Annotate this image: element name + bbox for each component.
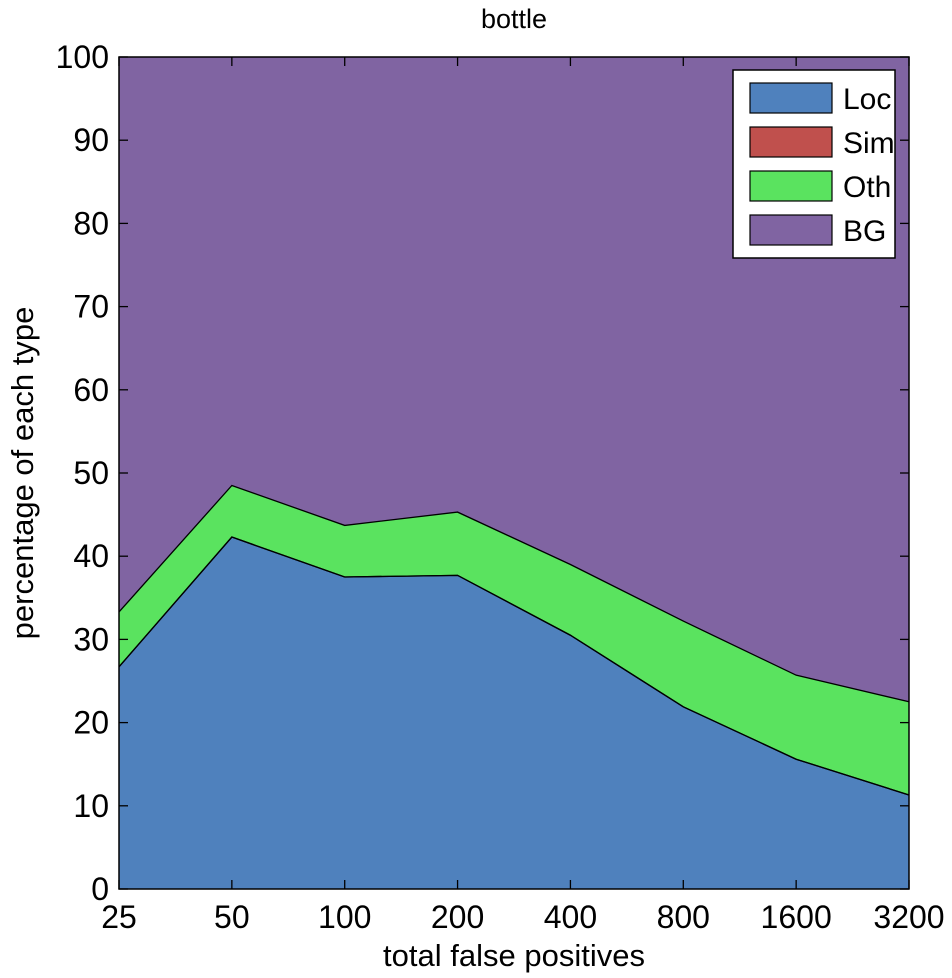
y-tick-label: 0 <box>91 871 109 907</box>
legend-swatch-loc <box>749 82 833 114</box>
chart-title: bottle <box>481 4 547 34</box>
area-loc <box>119 537 909 889</box>
legend-label-sim: Sim <box>843 127 895 160</box>
area-oth <box>119 485 909 795</box>
y-tick-label: 20 <box>73 705 109 741</box>
plot-areas <box>119 57 909 889</box>
series-boundary-lines <box>118 484 910 796</box>
x-tick-label: 25 <box>101 899 137 935</box>
x-axis-label: total false positives <box>383 938 645 973</box>
x-tick-label: 400 <box>544 899 597 935</box>
y-tick-label: 100 <box>56 39 109 75</box>
legend-label-bg: BG <box>843 215 886 248</box>
y-tick-label: 50 <box>73 455 109 491</box>
legend-swatch-sim <box>749 126 833 158</box>
x-tick-label: 3200 <box>873 899 944 935</box>
x-tick-label: 200 <box>431 899 484 935</box>
x-axis: 25 50 100 200 400 800 1600 3200 <box>101 57 945 935</box>
legend-label-loc: Loc <box>843 83 891 116</box>
y-tick-label: 30 <box>73 621 109 657</box>
legend-swatch-bg <box>749 214 833 246</box>
legend-swatch-oth <box>749 170 833 202</box>
legend-label-oth: Oth <box>843 171 891 204</box>
legend: Loc Sim Oth BG <box>732 69 896 259</box>
y-axis-label: percentage of each type <box>5 307 40 640</box>
area-bg <box>119 57 909 702</box>
x-tick-label: 800 <box>657 899 710 935</box>
x-tick-label: 100 <box>318 899 371 935</box>
y-tick-label: 60 <box>73 372 109 408</box>
boundary-line-sim <box>118 536 910 796</box>
y-tick-label: 40 <box>73 538 109 574</box>
y-tick-label: 80 <box>73 205 109 241</box>
y-tick-label: 10 <box>73 788 109 824</box>
y-axis: 0 10 20 30 40 50 60 70 80 90 100 <box>56 39 909 907</box>
x-tick-label: 1600 <box>761 899 832 935</box>
y-tick-label: 90 <box>73 122 109 158</box>
boundary-line-oth <box>118 484 910 703</box>
x-tick-label: 50 <box>214 899 250 935</box>
y-tick-label: 70 <box>73 289 109 325</box>
